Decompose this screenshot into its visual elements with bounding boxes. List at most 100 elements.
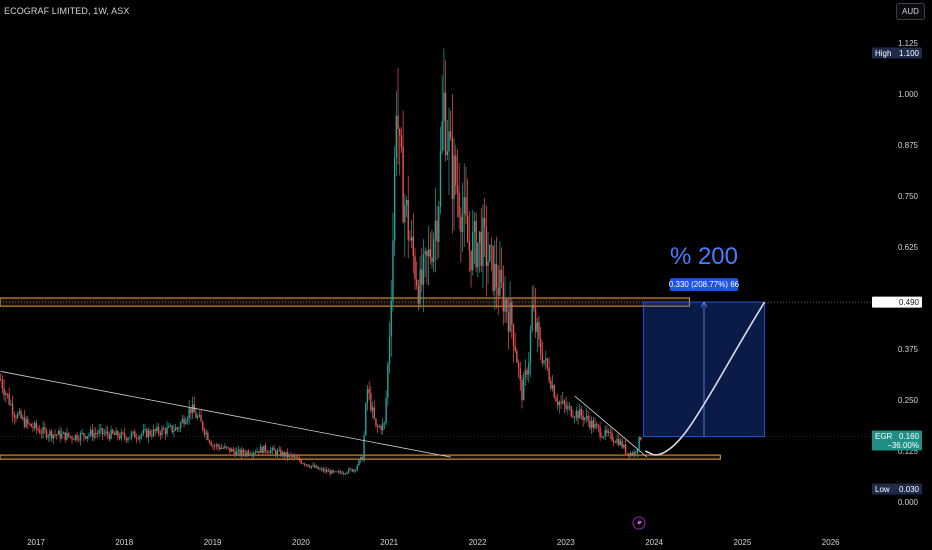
candle-body [354, 469, 357, 471]
candle-body [412, 236, 415, 257]
candle [368, 381, 370, 400]
candle [96, 430, 99, 438]
candle-body [448, 131, 450, 152]
candle [320, 466, 323, 472]
candle-body [123, 433, 126, 438]
candle [169, 423, 172, 428]
candle [521, 374, 523, 409]
candle [589, 415, 591, 431]
candle [110, 425, 112, 440]
candle [618, 434, 620, 447]
candle [271, 446, 274, 455]
candle-body [173, 430, 175, 433]
candle [23, 410, 26, 429]
candle [69, 435, 72, 439]
candle-body [210, 442, 212, 446]
candle-body [470, 250, 472, 271]
candle [635, 450, 637, 457]
candle [404, 193, 406, 257]
candle [64, 432, 66, 443]
candle-body [89, 429, 92, 435]
candle [103, 429, 105, 437]
candle-body [33, 423, 36, 429]
candle [16, 411, 19, 420]
candle-body [183, 418, 185, 425]
candle [115, 427, 117, 436]
candle [449, 110, 452, 141]
candle [135, 433, 138, 444]
candle-body [247, 451, 250, 455]
candle [86, 435, 88, 443]
candle-body [205, 432, 207, 435]
candle-body [426, 251, 428, 257]
candle-body [50, 431, 53, 439]
candle [336, 471, 338, 473]
candle [259, 443, 262, 453]
candle-body [309, 466, 311, 468]
candle-body [421, 269, 423, 285]
candle-body [285, 452, 287, 457]
candle-body [611, 432, 613, 441]
candle [112, 428, 114, 435]
candle-body [39, 430, 41, 434]
x-tick-label: 2020 [292, 538, 310, 547]
low-tag-value: 0.030 [899, 485, 920, 494]
candle [147, 427, 150, 443]
candle-body [91, 429, 94, 438]
candle [427, 225, 430, 286]
candle [117, 429, 119, 441]
candle [329, 468, 331, 477]
candle-body [351, 468, 353, 472]
candle-body [635, 452, 637, 454]
candle [546, 357, 549, 372]
measure-label: 0.330 (208.77%) 66 [669, 280, 740, 289]
candle-body [331, 470, 333, 474]
candle [162, 425, 165, 431]
candle [74, 434, 77, 443]
candle [20, 408, 22, 420]
candle-body [6, 393, 9, 395]
candle-body [320, 468, 323, 470]
candle [220, 443, 223, 450]
candle [461, 182, 464, 253]
candle-body [376, 425, 379, 427]
currency-button[interactable]: AUD [896, 3, 925, 20]
candle [8, 387, 10, 406]
candle-body [339, 471, 341, 473]
candle [134, 429, 136, 438]
candle-body [511, 302, 513, 325]
candle [506, 297, 508, 323]
candle [239, 448, 241, 457]
candle [196, 413, 199, 421]
candle [356, 464, 358, 472]
low-tag: Low 0.030 [872, 483, 922, 495]
candle-body [461, 213, 464, 233]
candle-body [151, 434, 153, 436]
candle [624, 440, 627, 455]
candle-body [366, 389, 369, 404]
lightning-icon[interactable] [632, 516, 646, 530]
candle-body [259, 446, 262, 453]
candle-body [66, 432, 68, 440]
y-tick-label: 1.125 [898, 39, 919, 48]
candle-body [455, 155, 457, 186]
candle-body [18, 411, 21, 414]
candle [616, 434, 618, 446]
candle-body [5, 393, 7, 395]
candle-body [346, 472, 348, 474]
candle [252, 451, 255, 459]
candle [168, 423, 170, 429]
candle [275, 448, 277, 457]
candle-body [268, 452, 270, 454]
candle [79, 430, 82, 446]
candle [303, 462, 306, 467]
candle [489, 244, 491, 263]
candle [412, 213, 415, 274]
candle [227, 447, 229, 450]
candle-body [422, 254, 425, 285]
candle [621, 437, 623, 450]
candle [543, 360, 545, 366]
candle [264, 442, 267, 454]
candle [551, 375, 554, 392]
